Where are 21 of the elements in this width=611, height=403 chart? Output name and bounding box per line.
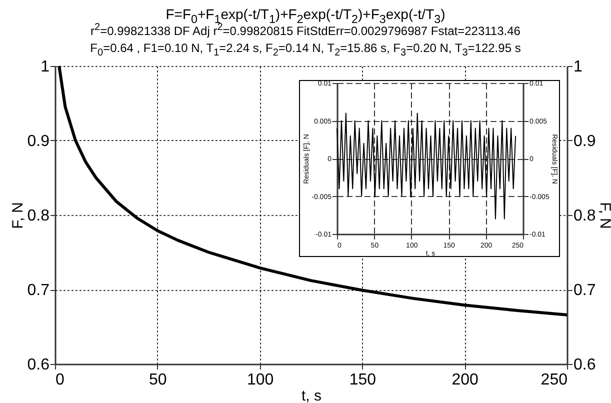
x-tick-label: 150 [349,372,376,388]
y-tick-label: 0.7 [27,282,50,299]
y-tick-label: 0.8 [27,208,50,224]
y-axis-title: F, N [9,202,26,229]
y2-tick-label: 0.7 [574,282,596,299]
x-tick-label: 0 [56,372,64,388]
y2-tick-label: 0.8 [574,208,596,224]
y-tick-label: 0.9 [27,133,50,150]
text: F$_{0}$=0.64 , F1=0.10 N, T$_{1}$=2.24 s, F$_{2}$=0.14 N, T$_{2}$=15.86 s, F$_{3}$=0.20 N, T$_{3}$=122.95 s [90,41,521,58]
y2-tick-label: 1 [574,58,582,76]
y-tick-label: 1 [40,58,50,76]
x-tick-label: 50 [149,372,167,388]
x-axis-title: t, s [301,388,322,403]
x-tick-label: 100 [246,372,274,388]
y2-tick-label: 0.6 [574,356,596,374]
y2-tick-label: 0.9 [574,133,596,150]
chart-subtitle: r$^{2}$=0.99821338 DF Adj r$^{2}$=0.99820815 FitStdErr=0.0029796987 Fstat=223113.46 [90,22,520,38]
x-tick-label: 200 [452,372,479,388]
x-tick-label: 250 [540,372,568,388]
y-tick-label: 0.6 [27,356,50,374]
y2-axis-title: F, N [596,202,611,229]
